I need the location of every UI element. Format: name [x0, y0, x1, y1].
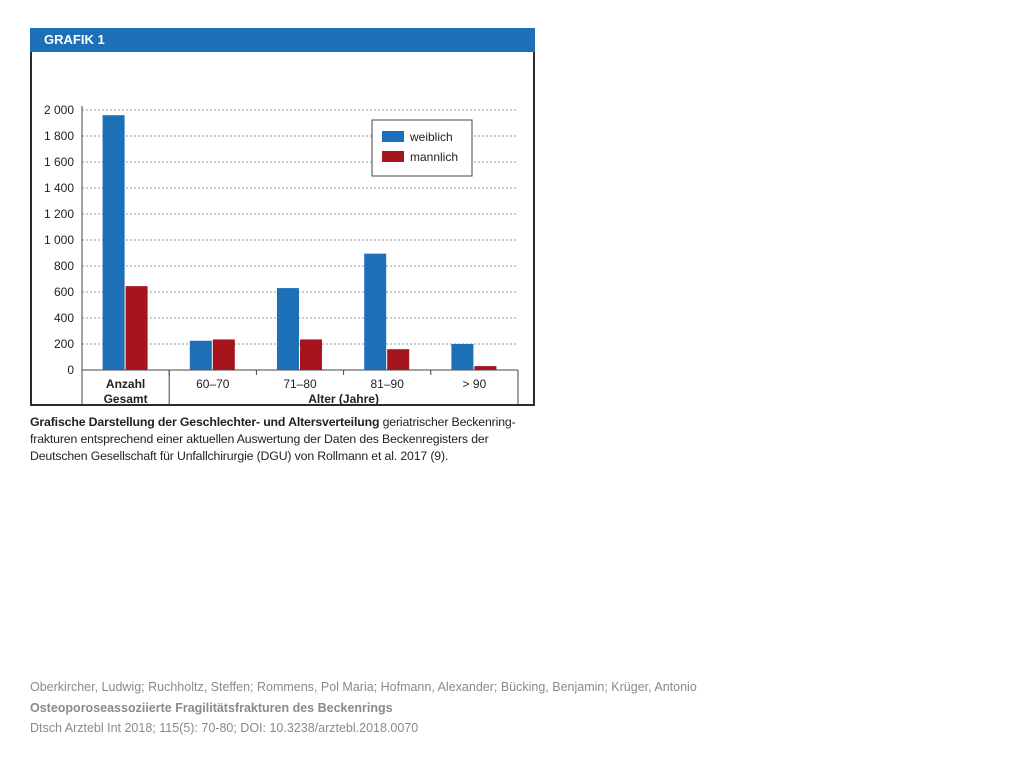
bar-mannlich-2	[300, 339, 322, 370]
figure-label: GRAFIK 1	[30, 28, 535, 52]
legend-label-mannlich: mannlich	[410, 150, 458, 164]
x-tick-label: Gesamt	[104, 392, 148, 404]
x-tick-label: 81–90	[371, 377, 405, 391]
legend-swatch-mannlich	[382, 151, 404, 162]
citation-source: Dtsch Arztebl Int 2018; 115(5): 70-80; D…	[30, 721, 419, 735]
y-tick-label: 600	[54, 285, 74, 299]
x-tick-label: Anzahl	[106, 377, 145, 391]
legend-box	[371, 119, 473, 177]
y-tick-label: 200	[54, 337, 74, 351]
y-tick-label: 1 400	[44, 181, 74, 195]
y-tick-label: 2 000	[44, 103, 74, 117]
y-tick-label: 1 000	[44, 233, 74, 247]
bar-mannlich-1	[212, 339, 235, 370]
bar-mannlich-4	[474, 366, 497, 370]
legend-swatch-weiblich	[382, 131, 404, 142]
legend-label-weiblich: weiblich	[409, 130, 453, 144]
bar-weiblich-4	[451, 344, 474, 370]
bar-weiblich-1	[189, 340, 212, 370]
figure-caption: Grafische Darstellung der Geschlechter- …	[30, 414, 535, 465]
citation-authors: Oberkircher, Ludwig; Ruchholtz, Steffen;…	[30, 680, 697, 694]
chart-frame: 0 200 400 600 800 1 000 1 200 1 400 1 600 1 800 2 …	[30, 52, 535, 406]
bar-weiblich-2	[277, 288, 299, 370]
x-tick-label: 60–70	[196, 377, 230, 391]
y-tick-label: 1 800	[44, 129, 74, 143]
bar-weiblich-3	[364, 253, 387, 370]
y-tick-label: 800	[54, 259, 74, 273]
caption-text: geriatrischer Beckenring­frakturen entsp…	[30, 415, 516, 463]
bar-mannlich-3	[387, 349, 410, 370]
y-tick-label: 1 600	[44, 155, 74, 169]
y-tick-label: 1 200	[44, 207, 74, 221]
x-tick-label: > 90	[463, 377, 487, 391]
citation: Oberkircher, Ludwig; Ruchholtz, Steffen;…	[30, 677, 930, 739]
caption-bold: Grafische Darstellung der Geschlechter- …	[30, 415, 380, 429]
figure: GRAFIK 1 0 200 400 600 800 1 000 1 200 1 400 1 6…	[30, 28, 535, 465]
x-axis-label: Alter (Jahre)	[308, 392, 379, 404]
bar-weiblich-0	[102, 115, 125, 370]
citation-title: Osteoporoseassoziierte Fragilitätsfraktu…	[30, 700, 393, 715]
bar-chart: 0 200 400 600 800 1 000 1 200 1 400 1 600 1 800 2 …	[44, 103, 519, 404]
y-tick-label: 400	[54, 311, 74, 325]
y-tick-label: 0	[67, 363, 74, 377]
x-tick-label: 71–80	[283, 377, 317, 391]
bar-mannlich-0	[125, 286, 148, 370]
